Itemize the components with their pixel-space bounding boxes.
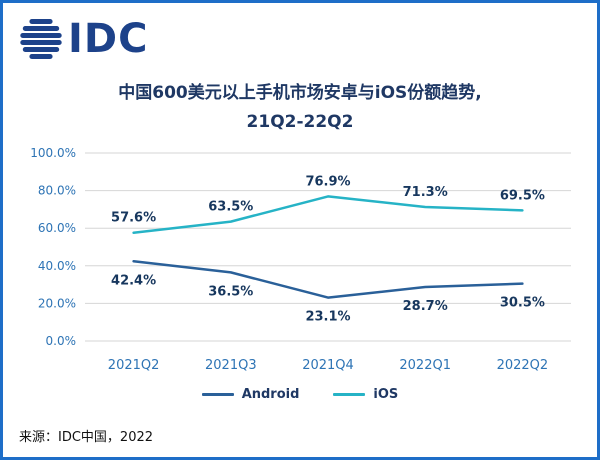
chart-title-line1: 中国600美元以上手机市场安卓与iOS份额趋势,: [118, 83, 482, 103]
y-tick-label: 80.0%: [38, 184, 76, 198]
source-note: 来源：IDC中国，2022: [19, 430, 154, 445]
legend-item-ios: iOS: [333, 387, 398, 402]
x-tick-label: 2022Q1: [399, 358, 451, 373]
legend-item-android: Android: [201, 387, 300, 402]
x-tick-label: 2021Q3: [205, 358, 257, 373]
series-line-android: [132, 260, 524, 299]
idc-logo-text: IDC: [68, 16, 149, 62]
x-tick-label: 2022Q2: [497, 358, 549, 373]
line-chart: 0.0% 20.0% 40.0% 60.0% 80.0% 100.0% 2021Q2 2021…: [23, 141, 583, 381]
idc-globe-icon: [20, 19, 62, 59]
data-label-ios: 76.9%: [305, 174, 350, 189]
data-label-ios: 69.5%: [500, 188, 545, 203]
legend-label-ios: iOS: [373, 387, 399, 402]
data-label-android: 23.1%: [305, 310, 350, 325]
chart-legend: Android iOS: [3, 387, 597, 402]
x-tick-label: 2021Q2: [108, 358, 160, 373]
x-tick-label: 2021Q4: [302, 358, 354, 373]
chart-title-line2: 21Q2-22Q2: [246, 112, 354, 132]
chart-title: 中国600美元以上手机市场安卓与iOS份额趋势, 21Q2-22Q2: [3, 79, 597, 137]
legend-swatch-android: [201, 393, 234, 396]
data-label-android: 28.7%: [403, 299, 448, 314]
y-tick-label: 40.0%: [38, 259, 76, 273]
idc-logo: IDC: [19, 17, 148, 61]
legend-label-android: Android: [241, 387, 300, 402]
data-label-android: 30.5%: [500, 296, 545, 311]
legend-swatch-ios: [333, 393, 366, 396]
data-label-ios: 63.5%: [208, 200, 253, 215]
data-label-android: 36.5%: [208, 284, 253, 299]
data-label-android: 42.4%: [111, 273, 156, 288]
data-label-ios: 71.3%: [403, 185, 448, 200]
series-line-ios: [132, 195, 524, 234]
data-label-ios: 57.6%: [111, 211, 156, 226]
y-tick-label: 0.0%: [46, 334, 77, 348]
y-tick-label: 60.0%: [38, 221, 76, 235]
chart-svg: 0.0% 20.0% 40.0% 60.0% 80.0% 100.0% 2021Q2 2021…: [30, 146, 571, 373]
y-tick-label: 100.0%: [30, 146, 76, 160]
y-tick-label: 20.0%: [38, 296, 76, 310]
